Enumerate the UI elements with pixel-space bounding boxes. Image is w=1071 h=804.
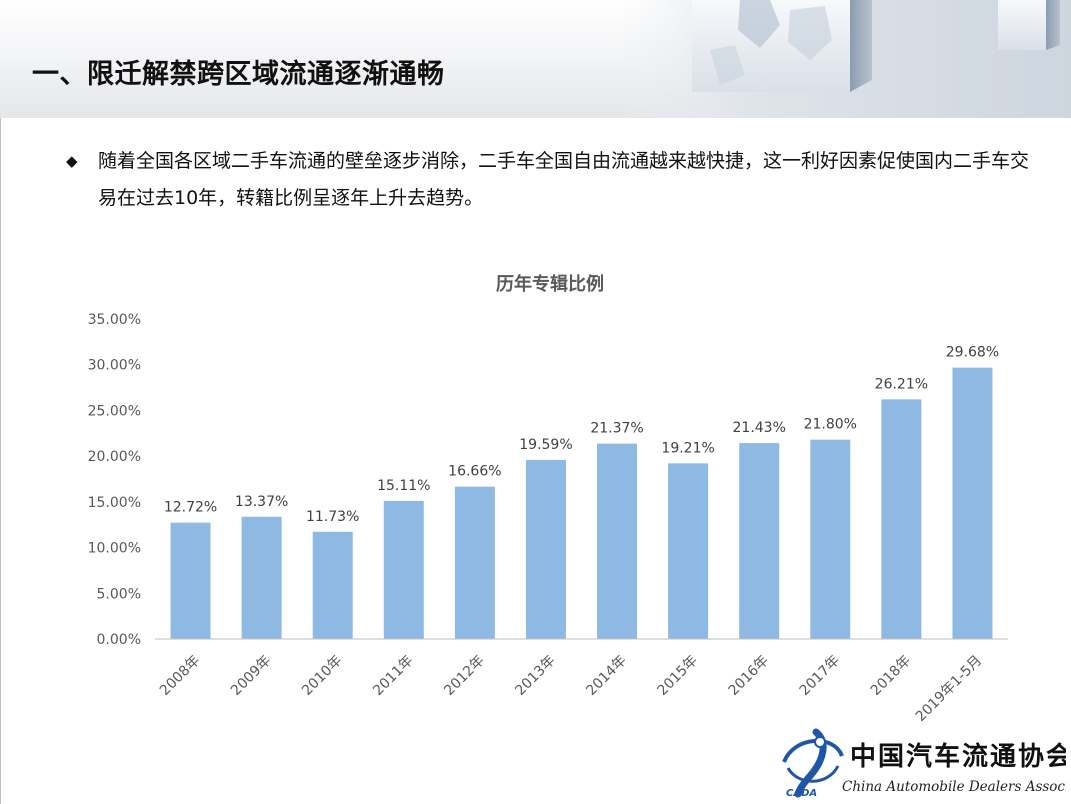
bar — [525, 459, 566, 639]
bar — [312, 531, 353, 639]
header-cubes-image — [620, 0, 1071, 118]
x-axis-labels: 2008年 2009年 2010年 2011年 2012年 2013年 2014年 2015年… — [157, 653, 985, 725]
bar-value-label: 15.11% — [377, 478, 430, 494]
diamond-bullet-icon: ◆ — [66, 152, 78, 170]
bar-value-label: 21.80% — [804, 417, 857, 433]
bar-value-label: 12.72% — [164, 500, 217, 516]
cada-logo: CADA 中国汽车流通协会 China Automobile Dealers A… — [782, 728, 1066, 799]
slide-title: 一、限迁解禁跨区域流通逐渐通畅 — [32, 59, 445, 90]
x-tick-label: 2015年 — [655, 653, 701, 699]
x-tick-label: 2017年 — [797, 653, 843, 699]
x-tick-label: 2018年 — [868, 653, 914, 699]
bar-value-label: 13.37% — [235, 494, 288, 510]
y-tick-label: 20.00% — [88, 449, 141, 465]
y-tick-label: 30.00% — [88, 358, 141, 374]
y-tick-label: 5.00% — [97, 586, 141, 602]
x-tick-label: 2019年1-5月 — [913, 653, 985, 725]
y-tick-label: 35.00% — [88, 312, 141, 328]
x-tick-label: 2014年 — [583, 653, 629, 699]
y-tick-label: 15.00% — [88, 495, 141, 511]
bar — [241, 516, 282, 639]
x-tick-label: 2010年 — [299, 653, 345, 699]
y-tick-label: 25.00% — [88, 403, 141, 419]
bar-value-label: 19.21% — [661, 440, 714, 456]
x-tick-label: 2011年 — [370, 653, 416, 699]
bar-chart: 历年专辑比例 0.00% 5.00% 10.00% 15.00% 20.00% 25.00… — [88, 273, 1008, 725]
bar-value-label: 21.43% — [733, 420, 786, 436]
bar-value-label: 16.66% — [448, 464, 501, 480]
x-tick-label: 2016年 — [726, 653, 772, 699]
bar-value-label: 26.21% — [875, 376, 928, 392]
bar — [810, 439, 851, 639]
y-axis-ticks: 0.00% 5.00% 10.00% 15.00% 20.00% 25.00% 30.00%… — [88, 312, 141, 648]
org-name-cn: 中国汽车流通协会 — [850, 741, 1066, 772]
bar — [383, 500, 424, 639]
x-tick-label: 2012年 — [441, 653, 487, 699]
bar — [881, 399, 922, 639]
bar-value-label: 19.59% — [519, 437, 572, 453]
bar — [952, 367, 993, 639]
x-tick-label: 2008年 — [157, 653, 203, 699]
bar-value-label: 21.37% — [590, 421, 643, 437]
chart-title: 历年专辑比例 — [496, 273, 604, 295]
bar — [597, 443, 638, 639]
bars — [170, 367, 993, 639]
x-tick-label: 2009年 — [228, 653, 274, 699]
org-name-en: China Automobile Dealers Association — [842, 779, 1066, 795]
y-tick-label: 0.00% — [97, 632, 141, 648]
bullet-text: 随着全国各区域二手车流通的壁垒逐步消除，二手车全国自由流通越来越快捷，这一利好因… — [98, 150, 1030, 209]
logo-abbr: CADA — [786, 788, 817, 799]
bar-value-label: 11.73% — [306, 509, 359, 525]
bar — [170, 522, 211, 639]
left-border-line — [0, 118, 1, 804]
bar — [739, 443, 780, 639]
bar — [668, 463, 709, 639]
data-labels: 12.72% 13.37% 11.73% 15.11% 16.66% 19.59% 21.3… — [164, 345, 999, 525]
bar-value-label: 29.68% — [946, 345, 999, 361]
bar — [454, 486, 495, 639]
slide-header: 一、限迁解禁跨区域流通逐渐通畅 — [0, 0, 1071, 118]
cada-emblem-icon — [782, 728, 844, 798]
y-tick-label: 10.00% — [88, 541, 141, 557]
x-tick-label: 2013年 — [512, 653, 558, 699]
